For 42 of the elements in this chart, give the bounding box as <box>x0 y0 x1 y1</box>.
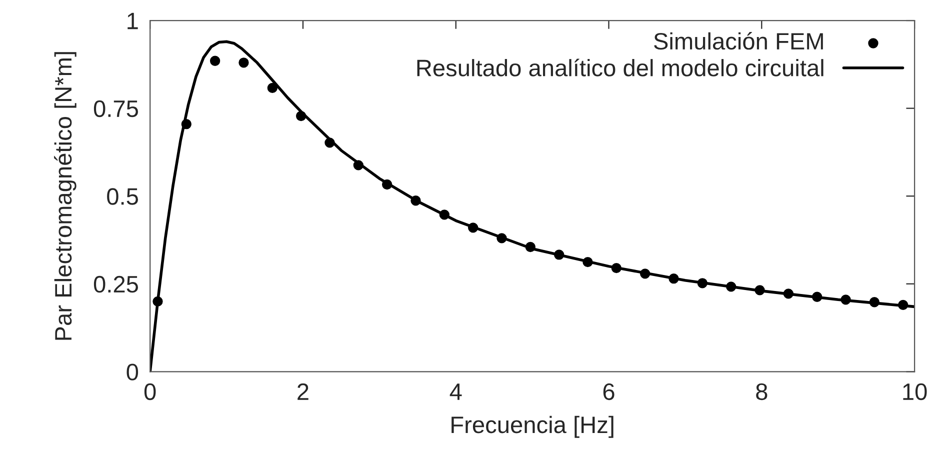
point <box>496 233 507 244</box>
point <box>238 58 249 68</box>
y-tick-label: 1 <box>128 12 138 30</box>
point <box>439 210 450 220</box>
x-tick-label: 6 <box>603 383 614 400</box>
point <box>697 278 708 288</box>
point <box>840 294 851 305</box>
x-tick-label: 4 <box>450 384 462 400</box>
x-tick-label: 0 <box>144 383 156 400</box>
y-axis-title: Par Electromagnético [N*m] <box>54 52 76 340</box>
point <box>582 257 593 268</box>
x-tick-label: 8 <box>756 383 768 400</box>
legend-label: Simulación FEM <box>654 32 823 50</box>
y-tick-label: 0.75 <box>94 100 138 118</box>
legend-label: Resultado analítico del modelo circuital <box>417 58 824 76</box>
point <box>525 242 536 252</box>
point <box>611 262 622 274</box>
point <box>812 292 822 302</box>
point <box>152 296 163 307</box>
x-tick-label: 2 <box>298 383 308 400</box>
y-tick-label: 0 <box>126 364 138 380</box>
x-axis-title: Frecuencia [Hz] <box>452 416 614 438</box>
point <box>382 179 392 190</box>
point <box>181 119 192 130</box>
point <box>267 82 278 94</box>
y-tick-label: 0.25 <box>94 276 138 293</box>
point <box>296 110 306 122</box>
point <box>410 196 421 206</box>
point <box>754 285 765 296</box>
x-tick-label: 10 <box>903 383 927 400</box>
point <box>353 160 364 170</box>
point <box>898 300 908 310</box>
point <box>783 288 794 299</box>
point <box>210 56 220 66</box>
point <box>554 250 564 260</box>
point <box>640 268 650 279</box>
point <box>869 297 880 308</box>
y-tick-label: 0.5 <box>107 188 138 205</box>
point <box>468 222 478 233</box>
point <box>668 274 679 284</box>
point <box>726 282 736 292</box>
point <box>324 138 335 148</box>
